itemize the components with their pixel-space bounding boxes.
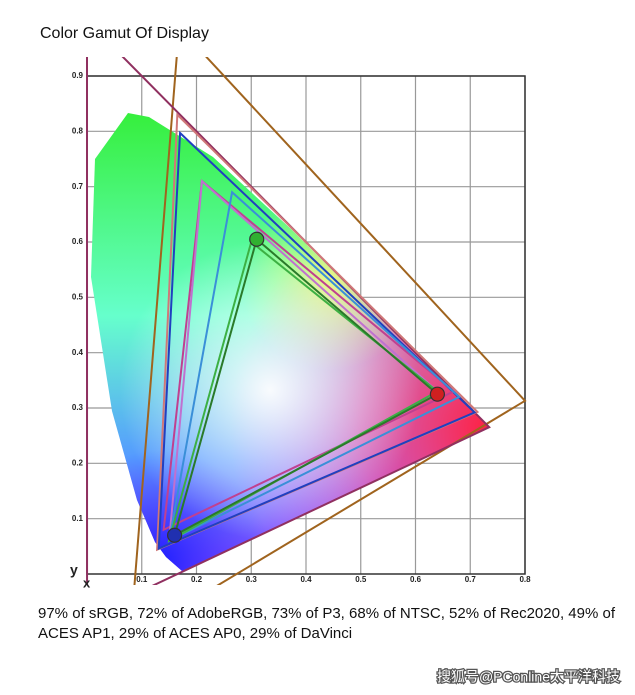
x-tick-label: 0.7 — [465, 575, 477, 584]
x-tick-label: 0.4 — [300, 575, 312, 584]
gamut-triangle — [162, 179, 456, 532]
y-tick-label: 0.2 — [72, 458, 84, 467]
gamut-triangle — [173, 237, 440, 538]
gamut-triangles — [86, 57, 527, 585]
y-tick-label: 0.6 — [72, 237, 84, 246]
chart-title: Color Gamut Of Display — [40, 25, 209, 42]
y-tick-label: 0.7 — [72, 182, 84, 191]
x-tick-label: 0.2 — [191, 575, 203, 584]
x-tick-label: 0.1 — [136, 575, 148, 584]
y-tick-label: 0.5 — [72, 292, 84, 301]
y-axis-label: y — [70, 562, 78, 578]
y-tick-label: 0.3 — [72, 403, 84, 412]
primary-marker — [249, 231, 265, 247]
x-tick-label: 0.3 — [246, 575, 258, 584]
gamut-triangle — [133, 57, 527, 585]
y-tick-label: 0.9 — [72, 71, 84, 80]
x-tick-label: 0.8 — [519, 575, 531, 584]
watermark: 搜狐号@PConline太平洋科技 — [437, 669, 620, 685]
ticks: 0.1 0.2 0.3 0.4 0.5 0.6 0.7 0.8 0.1 0.2 0.3 0.4 0.5 0… — [72, 71, 531, 584]
y-tick-label: 0.4 — [72, 348, 84, 357]
x-tick-label: 0.5 — [355, 575, 367, 584]
gamut-triangle — [167, 190, 462, 543]
gamut-triangle — [157, 130, 477, 551]
y-tick-label: 0.1 — [72, 514, 84, 523]
primary-marker — [167, 527, 183, 543]
y-tick-label: 0.8 — [72, 126, 84, 135]
x-tick-label: 0.6 — [410, 575, 422, 584]
x-axis-label: x — [83, 575, 91, 590]
caption: 97% of sRGB, 72% of AdobeRGB, 73% of P3,… — [38, 605, 615, 642]
caption-box: 97% of sRGB, 72% of AdobeRGB, 73% of P3,… — [38, 605, 615, 642]
primary-marker — [429, 386, 445, 402]
